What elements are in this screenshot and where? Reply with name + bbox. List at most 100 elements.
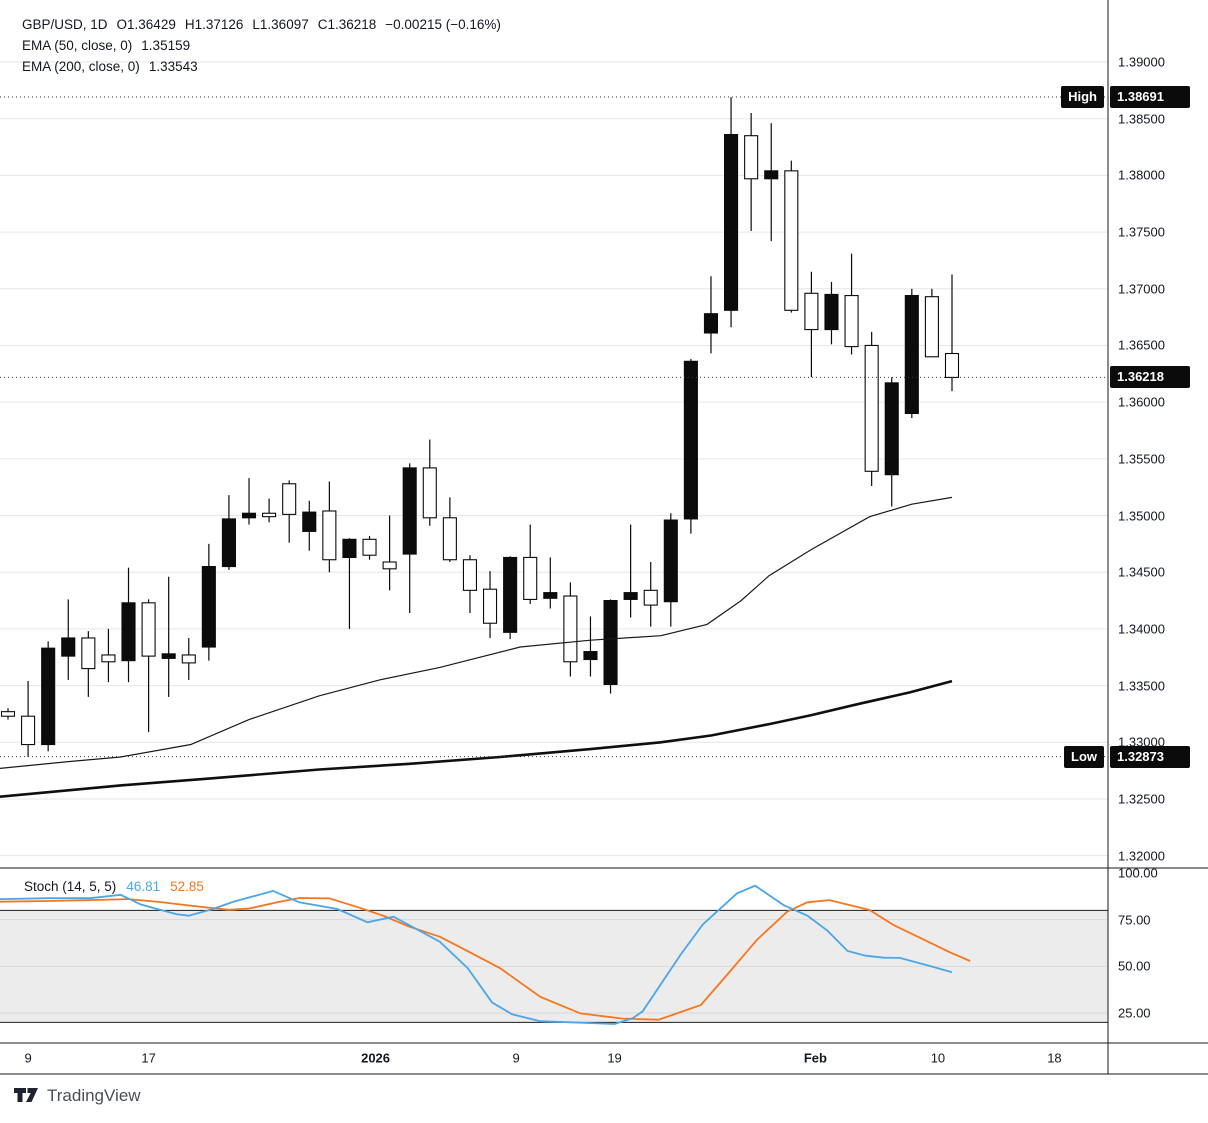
candle-body[interactable] bbox=[81, 637, 96, 670]
stoch-k-line[interactable] bbox=[0, 884, 953, 1025]
candle-body[interactable] bbox=[422, 467, 437, 519]
ohlc-open: O1.36429 bbox=[116, 17, 176, 32]
candle-body[interactable] bbox=[523, 556, 538, 600]
candle-body[interactable] bbox=[41, 647, 56, 746]
candle-body[interactable] bbox=[302, 511, 317, 532]
candle-body[interactable] bbox=[824, 293, 839, 331]
high-price-badge: 1.38691 bbox=[1110, 86, 1190, 109]
candle-body[interactable] bbox=[703, 313, 719, 334]
candle-body[interactable] bbox=[904, 295, 919, 415]
candle-body[interactable] bbox=[744, 135, 759, 180]
candle-body[interactable] bbox=[21, 715, 36, 746]
price-axis-label: 1.34500 bbox=[1118, 564, 1165, 580]
candle-body[interactable] bbox=[101, 654, 116, 663]
price-axis-label: 1.36000 bbox=[1118, 394, 1165, 410]
tradingview-logo-icon bbox=[14, 1087, 38, 1102]
candle-body[interactable] bbox=[683, 360, 698, 520]
candle-body[interactable] bbox=[482, 588, 498, 624]
ohlc-low: L1.36097 bbox=[252, 17, 309, 32]
candle-body[interactable] bbox=[623, 592, 638, 600]
low-marker-badge: Low bbox=[1064, 745, 1104, 768]
price-axis-label: 1.34000 bbox=[1118, 621, 1165, 637]
candle-body[interactable] bbox=[462, 559, 478, 591]
price-axis-label: 1.36500 bbox=[1118, 337, 1165, 353]
ohlc-close: C1.36218 bbox=[317, 17, 377, 32]
candle-body[interactable] bbox=[884, 382, 899, 476]
candle-body[interactable] bbox=[844, 295, 859, 348]
candle-body[interactable] bbox=[0, 711, 16, 717]
candle-body[interactable] bbox=[643, 589, 658, 606]
candle-body[interactable] bbox=[784, 170, 799, 311]
stoch-d-line[interactable] bbox=[0, 897, 971, 1021]
symbol-title: GBP/USD, 1D bbox=[22, 17, 108, 32]
ema200-line[interactable] bbox=[0, 679, 953, 798]
price-axis-label: 1.35500 bbox=[1118, 451, 1165, 467]
ema50-legend-row[interactable]: EMA (50, close, 0) 1.35159 bbox=[22, 35, 501, 56]
candle-body[interactable] bbox=[141, 602, 156, 657]
candle-body[interactable] bbox=[61, 637, 76, 657]
stoch-d-value: 52.85 bbox=[170, 879, 204, 894]
stoch-legend-row[interactable]: Stoch (14, 5, 5) 46.81 52.85 bbox=[24, 879, 204, 894]
main-legend: GBP/USD, 1D O1.36429 H1.37126 L1.36097 C… bbox=[22, 14, 501, 77]
change-value: −0.00215 (−0.16%) bbox=[385, 17, 501, 32]
candle-body[interactable] bbox=[161, 653, 176, 659]
ema200-label: EMA (200, close, 0) bbox=[22, 59, 140, 74]
tradingview-logo[interactable]: TradingView bbox=[14, 1086, 141, 1106]
candle-body[interactable] bbox=[663, 519, 678, 603]
candle-body[interactable] bbox=[944, 352, 960, 378]
candle-body[interactable] bbox=[924, 296, 939, 358]
stoch-label: Stoch (14, 5, 5) bbox=[24, 879, 117, 894]
ema50-line[interactable] bbox=[0, 496, 953, 769]
candle-body[interactable] bbox=[262, 512, 277, 518]
candle-body[interactable] bbox=[503, 556, 518, 633]
candle-body[interactable] bbox=[181, 654, 196, 664]
candle-body[interactable] bbox=[342, 538, 357, 559]
candle-body[interactable] bbox=[563, 595, 578, 663]
low-price-badge: 1.32873 bbox=[1110, 745, 1190, 768]
candle-body[interactable] bbox=[603, 600, 618, 686]
stoch-axis-label: 75.00 bbox=[1118, 912, 1151, 928]
candle-body[interactable] bbox=[241, 512, 257, 519]
time-axis-label: 18 bbox=[1047, 1050, 1062, 1066]
price-axis-label: 1.39000 bbox=[1118, 54, 1165, 70]
last-price-badge: 1.36218 bbox=[1110, 366, 1190, 389]
candle-body[interactable] bbox=[282, 483, 297, 515]
time-axis-label: 9 bbox=[512, 1050, 520, 1066]
candle-body[interactable] bbox=[221, 518, 236, 568]
ema200-value: 1.33543 bbox=[148, 59, 198, 74]
tradingview-logo-text: TradingView bbox=[47, 1086, 141, 1105]
stoch-k-value: 46.81 bbox=[126, 879, 161, 894]
ema200-legend-row[interactable]: EMA (200, close, 0) 1.33543 bbox=[22, 56, 501, 77]
time-axis-label: Feb bbox=[803, 1050, 827, 1066]
ema50-value: 1.35159 bbox=[141, 38, 191, 53]
candle-body[interactable] bbox=[362, 538, 377, 556]
candle-body[interactable] bbox=[382, 561, 397, 570]
candle-body[interactable] bbox=[201, 565, 216, 648]
price-axis-label: 1.32500 bbox=[1118, 791, 1165, 807]
time-axis-label: 17 bbox=[141, 1050, 156, 1066]
price-axis-label: 1.38500 bbox=[1118, 111, 1165, 127]
price-axis-label: 1.37500 bbox=[1118, 224, 1165, 240]
symbol-legend-row[interactable]: GBP/USD, 1D O1.36429 H1.37126 L1.36097 C… bbox=[22, 14, 501, 35]
candle-body[interactable] bbox=[121, 602, 136, 662]
candle-body[interactable] bbox=[724, 134, 739, 311]
candle-body[interactable] bbox=[543, 592, 558, 599]
candle-body[interactable] bbox=[322, 510, 337, 561]
ema50-label: EMA (50, close, 0) bbox=[22, 38, 133, 53]
candle-body[interactable] bbox=[764, 170, 779, 180]
ohlc-high: H1.37126 bbox=[184, 17, 244, 32]
candle-body[interactable] bbox=[804, 292, 819, 331]
stoch-axis-label: 100.00 bbox=[1118, 865, 1158, 881]
time-axis-label: 10 bbox=[930, 1050, 946, 1066]
price-axis-label: 1.38000 bbox=[1118, 167, 1165, 183]
stoch-axis-label: 25.00 bbox=[1118, 1005, 1151, 1021]
candle-body[interactable] bbox=[402, 467, 417, 555]
candle-body[interactable] bbox=[583, 651, 598, 661]
candle-body[interactable] bbox=[864, 344, 879, 472]
candle-body[interactable] bbox=[442, 517, 457, 561]
high-marker-badge: High bbox=[1061, 86, 1104, 109]
price-axis-label: 1.37000 bbox=[1118, 281, 1165, 297]
stoch-axis-label: 50.00 bbox=[1118, 958, 1151, 974]
